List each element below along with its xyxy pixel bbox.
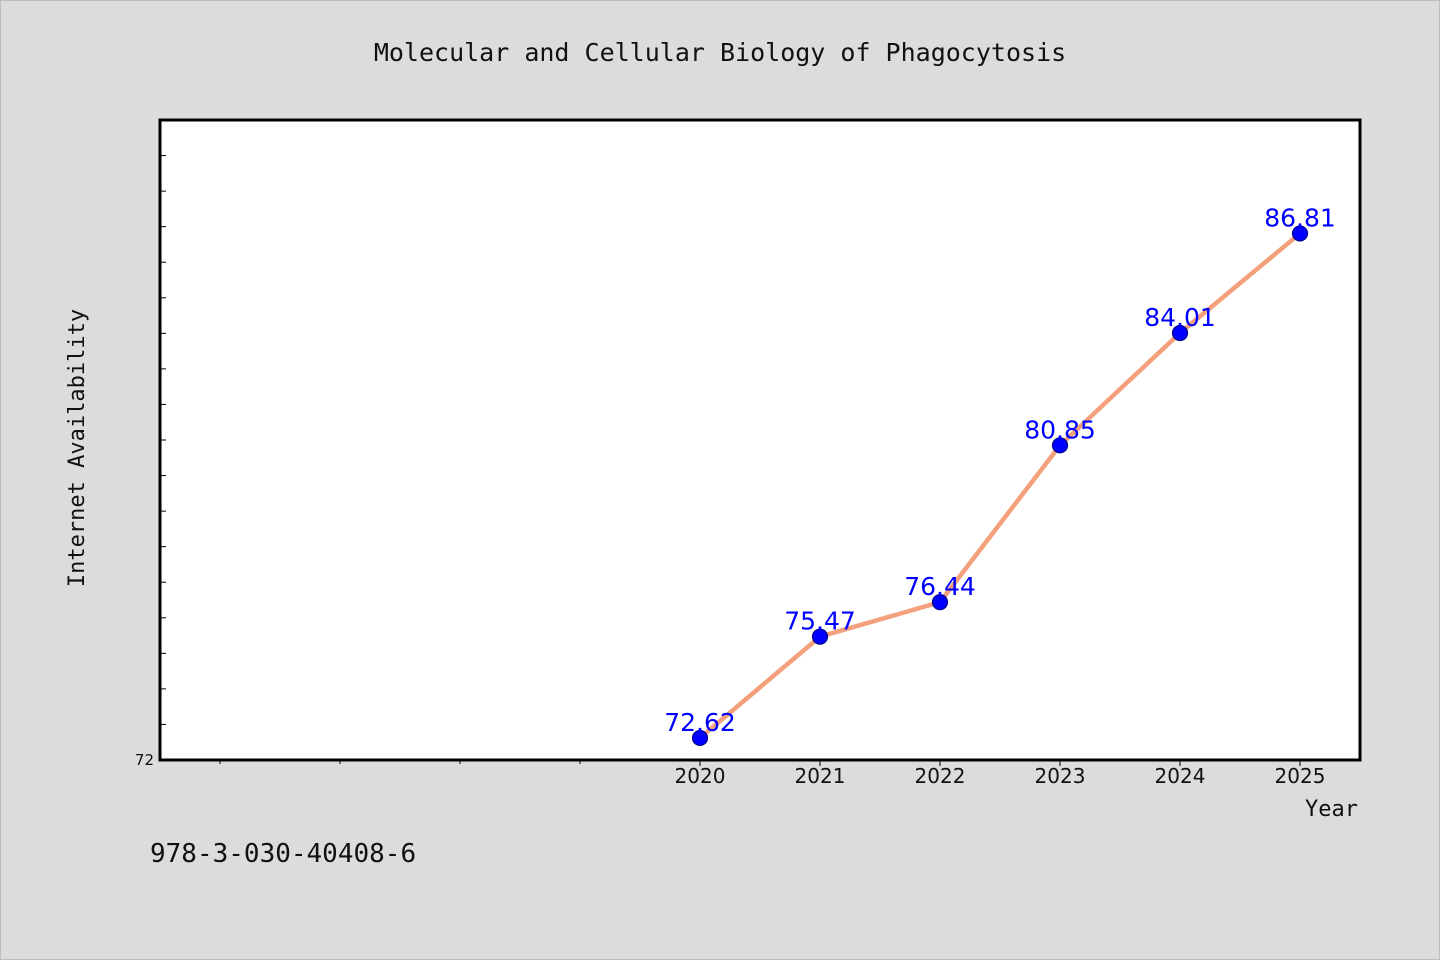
x-tick-label: 2022 [915,764,966,788]
series-group: 72.62 75.47 76.44 80.85 84.01 86.81 [664,203,1336,747]
x-axis-label: Year [1305,797,1358,822]
x-tick-label: 2024 [1155,764,1206,788]
data-label: 86.81 [1264,203,1336,232]
x-tick-label: 2021 [795,764,846,788]
footer-isbn: 978-3-030-40408-6 [150,839,416,869]
data-label: 84.01 [1144,303,1216,332]
chart-title: Molecular and Cellular Biology of Phagoc… [374,38,1066,67]
x-tick-label: 2020 [675,764,726,788]
data-point [691,729,709,747]
x-tick-label: 2023 [1035,764,1086,788]
data-point [1291,225,1309,242]
data-point [1171,324,1189,342]
data-label: 72.62 [664,708,736,737]
data-label: 76.44 [904,572,976,601]
x-tick-labels: 2020 2021 2022 2023 2024 2025 [675,760,1326,788]
y-axis-label: Internet Availability [65,309,90,587]
data-point [1051,437,1069,454]
data-point [931,594,949,611]
y-tick-label: 72 [135,751,154,769]
plot-area [158,118,1362,762]
data-point [811,628,829,645]
data-label: 75.47 [784,607,856,636]
y-ticks: 72 [135,119,166,769]
series-line [697,231,1303,741]
x-tick-label: 2025 [1275,764,1326,788]
minor-x-ticks [219,760,581,764]
data-label: 80.85 [1024,415,1096,444]
